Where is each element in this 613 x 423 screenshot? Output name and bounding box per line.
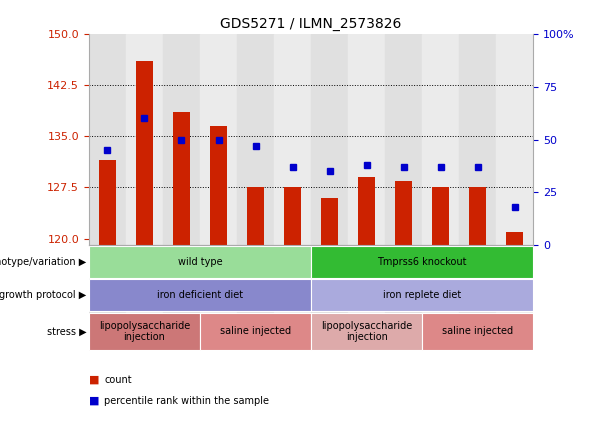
Bar [497, 312, 533, 351]
Text: percentile rank within the sample: percentile rank within the sample [104, 396, 269, 406]
Bar [348, 34, 385, 245]
Text: count: count [104, 375, 132, 385]
Bar [210, 126, 227, 245]
Bar [89, 312, 126, 351]
Bar [237, 279, 274, 312]
Bar [163, 245, 200, 279]
Bar [89, 34, 126, 245]
Y-axis label: growth protocol ▶: growth protocol ▶ [0, 290, 86, 300]
Text: iron replete diet: iron replete diet [383, 290, 462, 300]
Bar [422, 312, 459, 351]
Bar [422, 245, 459, 279]
Bar [173, 112, 190, 245]
Bar [247, 187, 264, 245]
Y-axis label: genotype/variation ▶: genotype/variation ▶ [0, 257, 86, 267]
Bar [126, 312, 163, 351]
Text: ■: ■ [89, 375, 99, 385]
Bar [163, 279, 200, 312]
Bar [274, 312, 311, 351]
Bar [385, 245, 422, 279]
Y-axis label: stress ▶: stress ▶ [47, 327, 86, 336]
Bar [395, 181, 412, 245]
Title: GDS5271 / ILMN_2573826: GDS5271 / ILMN_2573826 [221, 17, 402, 31]
Bar [126, 34, 163, 245]
Bar [359, 177, 375, 245]
Bar [200, 312, 237, 351]
Bar [385, 279, 422, 312]
Bar [348, 245, 385, 279]
Bar [321, 198, 338, 245]
Bar [163, 34, 200, 245]
Bar [470, 187, 486, 245]
Bar [274, 34, 311, 245]
Bar [89, 246, 311, 278]
Bar [163, 312, 200, 351]
Bar [506, 232, 523, 245]
Text: saline injected: saline injected [220, 327, 291, 336]
Text: lipopolysaccharide
injection: lipopolysaccharide injection [99, 321, 190, 342]
Bar [311, 313, 422, 350]
Bar [311, 245, 348, 279]
Bar [497, 279, 533, 312]
Bar [459, 245, 497, 279]
Text: wild type: wild type [178, 257, 223, 267]
Bar [432, 187, 449, 245]
Text: Tmprss6 knockout: Tmprss6 knockout [378, 257, 467, 267]
Bar [459, 34, 497, 245]
Bar [348, 312, 385, 351]
Bar [459, 279, 497, 312]
Bar [497, 245, 533, 279]
Bar [126, 245, 163, 279]
Bar [89, 313, 200, 350]
Bar [311, 246, 533, 278]
Bar [497, 34, 533, 245]
Bar [422, 313, 533, 350]
Bar [311, 279, 533, 311]
Bar [422, 279, 459, 312]
Bar [459, 312, 497, 351]
Text: lipopolysaccharide
injection: lipopolysaccharide injection [321, 321, 413, 342]
Bar [274, 279, 311, 312]
Bar [385, 34, 422, 245]
Bar [200, 313, 311, 350]
Bar [237, 312, 274, 351]
Bar [284, 187, 301, 245]
Bar [348, 279, 385, 312]
Bar [311, 279, 348, 312]
Text: iron deficient diet: iron deficient diet [157, 290, 243, 300]
Bar [274, 245, 311, 279]
Bar [200, 279, 237, 312]
Bar [99, 160, 116, 245]
Text: saline injected: saline injected [442, 327, 513, 336]
Bar [237, 245, 274, 279]
Bar [200, 34, 237, 245]
Bar [422, 34, 459, 245]
Bar [136, 61, 153, 245]
Bar [89, 245, 126, 279]
Bar [385, 312, 422, 351]
Bar [200, 245, 237, 279]
Bar [126, 279, 163, 312]
Bar [237, 34, 274, 245]
Bar [311, 34, 348, 245]
Bar [311, 312, 348, 351]
Bar [89, 279, 311, 311]
Text: ■: ■ [89, 396, 99, 406]
Bar [89, 279, 126, 312]
